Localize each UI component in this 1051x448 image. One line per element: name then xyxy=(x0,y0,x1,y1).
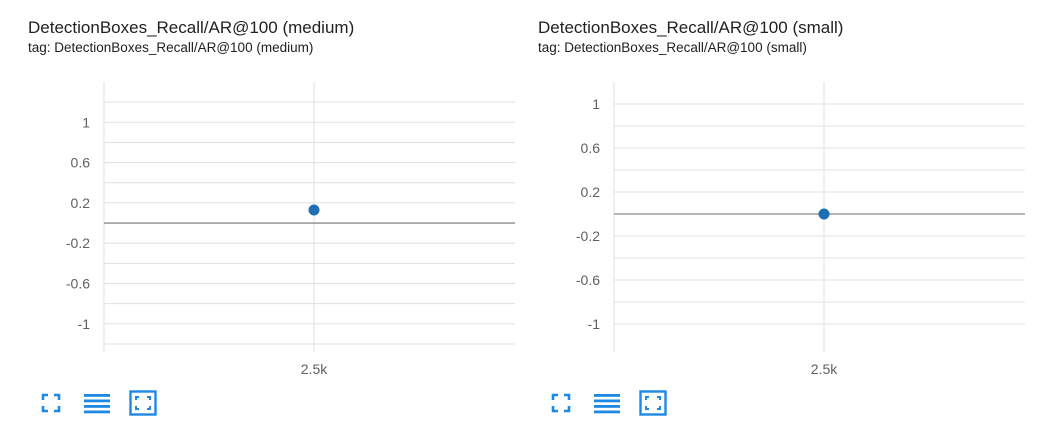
chart-card-medium: DetectionBoxes_Recall/AR@100 (medium) ta… xyxy=(0,0,515,448)
chart-controls xyxy=(546,388,668,418)
data-point xyxy=(308,204,320,216)
chart-plot-medium[interactable]: 1 0.6 0.2 -0.2 -0.6 -1 2.5k xyxy=(0,70,515,380)
chart-title: DetectionBoxes_Recall/AR@100 (medium) xyxy=(28,18,355,37)
data-table-button[interactable] xyxy=(592,388,622,418)
chart-plot-small[interactable]: 1 0.6 0.2 -0.2 -0.6 -1 2.5k xyxy=(510,70,1025,380)
y-tick-label: -0.6 xyxy=(576,272,600,288)
y-tick-label: -0.6 xyxy=(66,276,90,292)
data-table-icon xyxy=(594,394,620,414)
fit-domain-icon xyxy=(639,390,667,416)
data-table-button[interactable] xyxy=(82,388,112,418)
fullscreen-icon xyxy=(41,393,61,413)
x-tick-label: 2.5k xyxy=(811,361,838,377)
y-tick-label: -0.2 xyxy=(66,235,90,251)
y-tick-label: 0.2 xyxy=(71,195,91,211)
fullscreen-button[interactable] xyxy=(546,388,576,418)
data-point xyxy=(818,208,830,220)
x-tick-label: 2.5k xyxy=(301,361,328,377)
y-tick-label: 0.6 xyxy=(581,140,601,156)
fit-domain-button[interactable] xyxy=(638,388,668,418)
y-tick-label: 0.6 xyxy=(71,155,91,171)
fullscreen-icon xyxy=(551,393,571,413)
chart-tag: tag: DetectionBoxes_Recall/AR@100 (mediu… xyxy=(28,40,314,55)
y-tick-label: 1 xyxy=(592,96,600,112)
y-tick-label: -0.2 xyxy=(576,228,600,244)
y-tick-label: 0.2 xyxy=(581,184,601,200)
chart-title: DetectionBoxes_Recall/AR@100 (small) xyxy=(538,18,844,37)
fullscreen-button[interactable] xyxy=(36,388,66,418)
y-tick-label: -1 xyxy=(588,316,601,332)
fit-domain-button[interactable] xyxy=(128,388,158,418)
y-tick-label: -1 xyxy=(78,316,91,332)
chart-controls xyxy=(36,388,158,418)
data-table-icon xyxy=(84,394,110,414)
y-tick-label: 1 xyxy=(82,114,90,130)
chart-tag: tag: DetectionBoxes_Recall/AR@100 (small… xyxy=(538,40,807,55)
chart-card-small: DetectionBoxes_Recall/AR@100 (small) tag… xyxy=(510,0,1025,448)
fit-domain-icon xyxy=(129,390,157,416)
